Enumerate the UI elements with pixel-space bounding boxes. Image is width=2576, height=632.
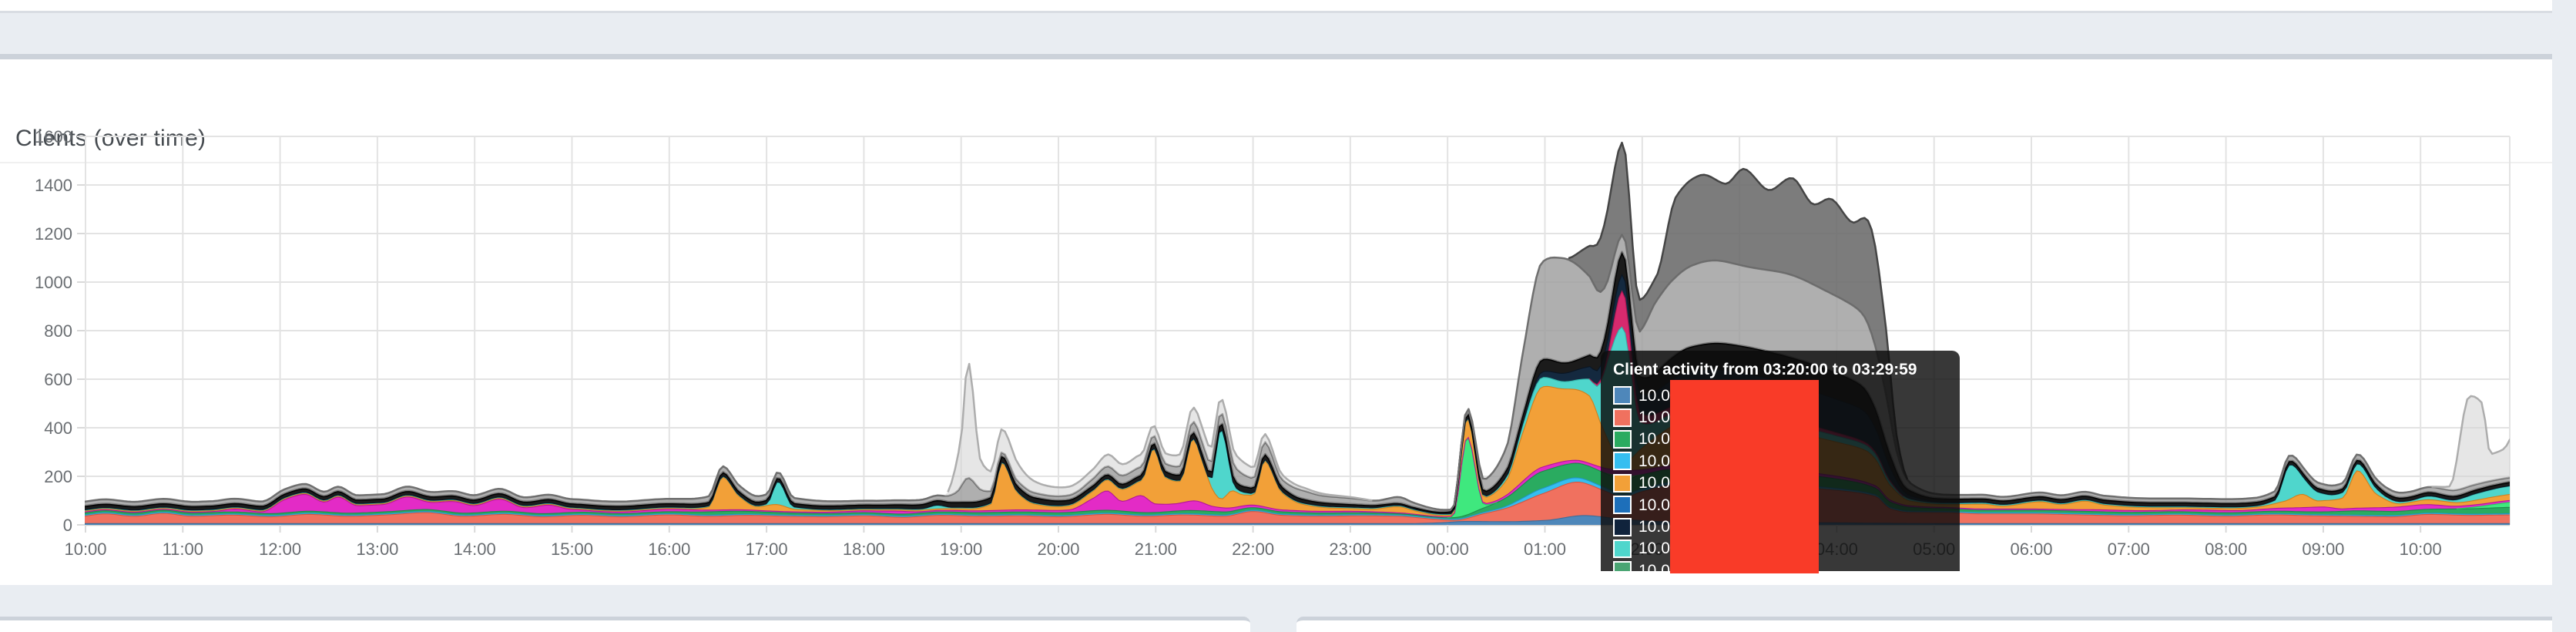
- legend-swatch-icon: [1613, 429, 1632, 449]
- legend-client-label: 10.0.: [1639, 474, 1675, 492]
- legend-swatch-icon: [1613, 452, 1632, 471]
- legend-swatch-icon: [1613, 386, 1632, 405]
- legend-client-label: 10.0.: [1639, 430, 1675, 449]
- legend-swatch-icon: [1613, 496, 1632, 515]
- legend-client-label: 10.0.: [1639, 408, 1675, 427]
- legend-client-label: 10.0.: [1639, 540, 1675, 558]
- card-title: Clients (over time): [15, 126, 206, 151]
- legend-swatch-icon: [1613, 561, 1632, 571]
- redaction-overlay: [1670, 380, 1819, 573]
- legend-client-label: 10.0: [1639, 561, 1670, 571]
- card-top-shadow-strip: [0, 54, 2552, 59]
- tooltip-title: Client activity from 03:20:00 to 03:29:5…: [1613, 361, 1917, 378]
- legend-swatch-icon: [1613, 539, 1632, 558]
- legend-client-label: 10.0.: [1639, 386, 1675, 405]
- legend-swatch-icon: [1613, 408, 1632, 427]
- legend-swatch-icon: [1613, 517, 1632, 536]
- legend-client-label: 10.0.: [1639, 452, 1675, 470]
- legend-client-label: 10.0.: [1639, 496, 1675, 514]
- clients-over-time-card: Clients (over time): [0, 59, 2552, 585]
- legend-swatch-icon: [1613, 473, 1632, 492]
- next-row-card-right-top-edge: [1296, 617, 2552, 632]
- tooltip-legend-row: 10.0: [1613, 560, 1947, 571]
- previous-card-bottom-edge: [0, 0, 2552, 13]
- tooltip-legend-row: 10.0.: [1613, 538, 1947, 560]
- legend-client-label: 10.0.: [1639, 518, 1675, 536]
- next-row-card-left-top-edge: [0, 617, 1250, 632]
- card-header-divider: [0, 162, 2552, 163]
